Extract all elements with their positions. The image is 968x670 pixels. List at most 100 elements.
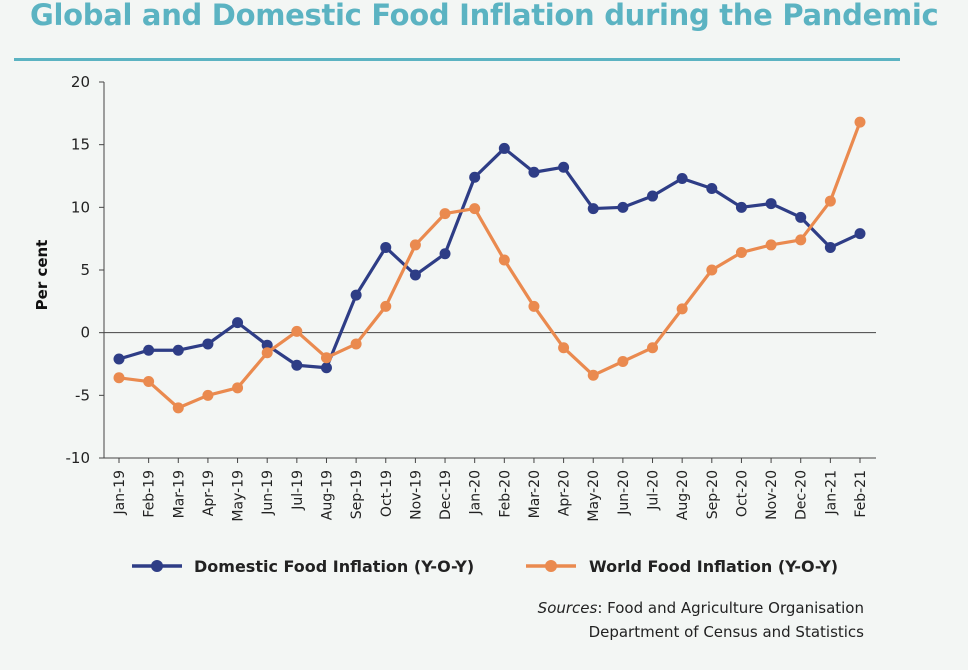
data-point: [143, 344, 155, 356]
data-point: [232, 317, 244, 329]
data-point: [143, 376, 155, 388]
data-point: [498, 142, 510, 154]
x-tick-label: Nov-20: [764, 470, 780, 520]
legend-label: World Food Inflation (Y-O-Y): [589, 557, 838, 576]
data-point: [558, 161, 570, 173]
data-point: [469, 171, 481, 183]
legend-swatch-marker: [151, 560, 163, 572]
data-point: [824, 241, 836, 253]
data-point: [261, 347, 273, 359]
series-0: [113, 142, 866, 374]
data-point: [528, 300, 540, 312]
data-point: [291, 325, 303, 337]
data-point: [854, 228, 866, 240]
data-point: [409, 239, 421, 251]
chart-axes: [99, 81, 876, 463]
x-tick-label: May-19: [231, 470, 247, 522]
x-tick-label: Oct-20: [734, 470, 750, 517]
x-tick-label: Jan-19: [112, 470, 128, 515]
legend-item-1: World Food Inflation (Y-O-Y): [526, 557, 838, 576]
data-point: [706, 183, 718, 195]
sources-note: Sources: Food and Agriculture Organisati…: [420, 596, 864, 644]
y-tick-label: 15: [71, 136, 90, 154]
data-point: [202, 338, 214, 350]
chart-series: [113, 116, 866, 414]
legend-label: Domestic Food Inflation (Y-O-Y): [194, 557, 474, 576]
x-tick-label: Mar-19: [171, 470, 187, 518]
data-point: [706, 264, 718, 276]
y-tick-label: 5: [80, 261, 90, 279]
x-tick-label: Jul-19: [290, 470, 306, 511]
sources-line-1: : Food and Agriculture Organisation: [597, 599, 864, 617]
chart-title: Global and Domestic Food Inflation durin…: [30, 0, 939, 32]
sources-line-2: Department of Census and Statistics: [588, 623, 864, 641]
y-tick-labels: 20 15 10 5 0 -5 -10: [66, 73, 91, 467]
x-tick-label: Apr-20: [557, 470, 573, 516]
data-point: [587, 369, 599, 381]
data-point: [498, 254, 510, 266]
series-line: [118, 121, 862, 410]
title-underline: [14, 58, 900, 61]
x-tick-label: Feb-21: [853, 470, 869, 518]
y-axis-title: Per cent: [33, 240, 51, 311]
data-point: [647, 190, 659, 202]
x-tick-labels: Jan-19 Feb-19 Mar-19 Apr-19 May-19 Jun-19 Jul-…: [112, 470, 869, 522]
legend: Domestic Food Inflation (Y-O-Y) World Foo…: [132, 557, 838, 576]
x-tick-label: Nov-19: [408, 470, 424, 520]
data-point: [469, 203, 481, 215]
data-point: [765, 198, 777, 210]
data-point: [558, 342, 570, 354]
data-point: [113, 372, 125, 384]
data-point: [854, 116, 866, 128]
x-tick-label: Feb-19: [142, 470, 158, 518]
x-tick-label: Jan-20: [468, 470, 484, 515]
y-tick-label: 20: [71, 73, 90, 91]
x-tick-label: Jan-21: [823, 470, 839, 515]
legend-item-0: Domestic Food Inflation (Y-O-Y): [132, 557, 474, 576]
data-point: [350, 338, 362, 350]
x-tick-label: Sep-19: [349, 470, 365, 519]
data-point: [735, 246, 747, 258]
data-point: [676, 303, 688, 315]
series-1: [113, 116, 866, 414]
x-tick-label: Aug-19: [319, 470, 335, 520]
x-tick-label: Jun-19: [260, 470, 276, 516]
data-point: [350, 289, 362, 301]
data-point: [439, 248, 451, 260]
x-tick-label: Feb-20: [497, 470, 513, 518]
data-point: [232, 382, 244, 394]
data-point: [261, 339, 273, 351]
x-tick-label: Aug-20: [675, 470, 691, 520]
data-point: [320, 352, 332, 364]
data-point: [617, 355, 629, 367]
data-point: [409, 269, 421, 281]
sources-label: Sources: [537, 599, 598, 617]
x-tick-label: Apr-19: [201, 470, 217, 516]
data-point: [795, 234, 807, 246]
x-tick-label: Mar-20: [527, 470, 543, 518]
data-point: [824, 195, 836, 207]
y-tick-label: -5: [75, 386, 90, 404]
data-point: [795, 211, 807, 223]
data-point: [439, 208, 451, 220]
data-point: [380, 241, 392, 253]
data-point: [647, 342, 659, 354]
x-tick-label: Oct-19: [379, 470, 395, 517]
data-point: [528, 166, 540, 178]
x-tick-label: Dec-20: [794, 470, 810, 520]
data-point: [617, 201, 629, 213]
x-tick-label: Jul-20: [646, 470, 662, 511]
x-tick-label: Jun-20: [616, 470, 632, 516]
legend-swatch-marker: [545, 560, 557, 572]
data-point: [113, 353, 125, 365]
data-point: [202, 389, 214, 401]
data-point: [765, 239, 777, 251]
data-point: [380, 300, 392, 312]
data-point: [676, 173, 688, 185]
data-point: [172, 344, 184, 356]
x-tick-label: Sep-20: [705, 470, 721, 519]
y-tick-label: -10: [66, 449, 91, 467]
x-tick-label: May-20: [586, 470, 602, 522]
data-point: [587, 203, 599, 215]
